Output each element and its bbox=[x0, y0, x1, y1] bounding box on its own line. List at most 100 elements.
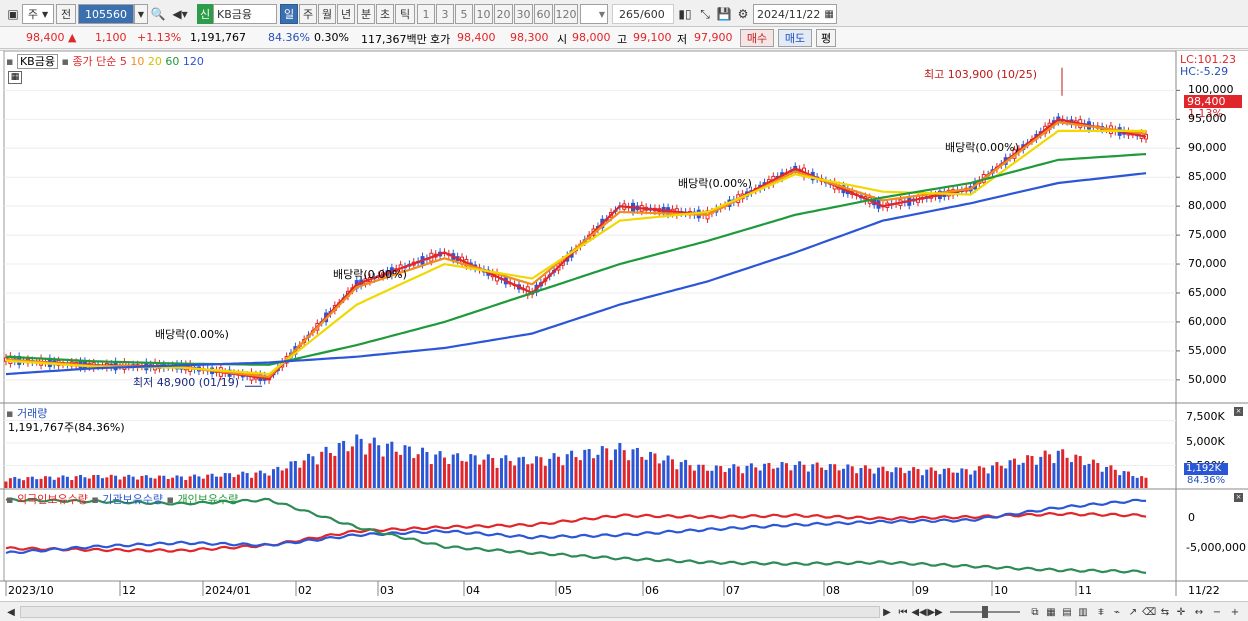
volume-bar bbox=[776, 467, 780, 488]
tool-icon[interactable]: ⌁ bbox=[1113, 606, 1121, 618]
prev-page-icon[interactable]: ◀◀ bbox=[911, 606, 927, 618]
volume-bar bbox=[491, 457, 495, 488]
volume-bar bbox=[254, 472, 258, 488]
bottom-scrollbar[interactable]: ◀ ▶ ⏮ ◀◀ ▶▶ ⧉ ▦ ▤ ▥ ⩨ ⌁ ↗ ⌫ ⇆ ✛ ↔ − + bbox=[0, 601, 1248, 621]
volume-bar bbox=[894, 467, 898, 488]
buy-button[interactable]: 매수 bbox=[740, 29, 774, 47]
speaker-icon[interactable]: ◀▾ bbox=[172, 7, 188, 21]
volume-bar bbox=[574, 457, 578, 488]
interval-5-button[interactable]: 5 bbox=[455, 4, 473, 24]
market-type-select[interactable]: 주 ▼ bbox=[22, 4, 54, 24]
interval-60-button[interactable]: 60 bbox=[534, 4, 553, 24]
period-month-button[interactable]: 월 bbox=[318, 4, 336, 24]
sync-icon[interactable]: ⇆ bbox=[1160, 606, 1170, 618]
volume-bar bbox=[258, 470, 262, 488]
volume-bar bbox=[35, 479, 39, 488]
count-field[interactable]: 265 /600 bbox=[612, 4, 674, 24]
volume-bar bbox=[65, 476, 69, 488]
volume-bar bbox=[714, 465, 718, 488]
close-icon[interactable]: × bbox=[1234, 407, 1243, 416]
zoom-slider-handle[interactable] bbox=[982, 606, 988, 618]
close-icon[interactable]: × bbox=[1234, 493, 1243, 502]
grid-icon[interactable]: ▦ bbox=[1046, 606, 1056, 618]
volume-bar bbox=[206, 474, 210, 488]
volume-bar bbox=[907, 470, 911, 488]
calculator-icon[interactable]: ▦ bbox=[8, 71, 22, 84]
interval-30-button[interactable]: 30 bbox=[514, 4, 533, 24]
eraser-icon[interactable]: ⌫ bbox=[1141, 606, 1157, 618]
volume-bar bbox=[469, 454, 473, 488]
volume-bar bbox=[1100, 471, 1104, 488]
interval-3-button[interactable]: 3 bbox=[436, 4, 454, 24]
period-week-button[interactable]: 주 bbox=[299, 4, 317, 24]
volume-value-label: 1,191,767주(84.36%) bbox=[8, 421, 125, 434]
volume-bar bbox=[166, 478, 170, 488]
volume-bar bbox=[17, 478, 21, 488]
volume-bar bbox=[1118, 475, 1122, 488]
volume-tick: 5,000K bbox=[1186, 435, 1225, 448]
period-day-button[interactable]: 일 bbox=[280, 4, 298, 24]
interval-20-button[interactable]: 20 bbox=[494, 4, 513, 24]
chart-area[interactable]: ▪ KB금융 ▪ 종가 단순 5 10 20 60 120 ▦ LC:101.2… bbox=[0, 50, 1248, 603]
layout-icon[interactable]: ⧉ bbox=[1031, 606, 1039, 618]
volume-bar bbox=[70, 480, 74, 488]
arrow-icon[interactable]: ↗ bbox=[1128, 606, 1138, 618]
volume-bar bbox=[4, 481, 8, 488]
volume-bar bbox=[710, 470, 714, 488]
interval-1-button[interactable]: 1 bbox=[417, 4, 435, 24]
period-minute-button[interactable]: 분 bbox=[357, 4, 375, 24]
settings-icon[interactable]: ⚙ bbox=[737, 7, 749, 21]
candle-icon[interactable]: ▮▯ bbox=[678, 7, 692, 21]
chart-svg[interactable] bbox=[0, 51, 1248, 602]
scroll-left-icon[interactable]: ◀ bbox=[7, 606, 15, 618]
filter-icon[interactable]: ⩨ bbox=[1098, 606, 1104, 618]
ma-line-120 bbox=[5, 172, 1147, 376]
crosshair-icon[interactable]: ✛ bbox=[1176, 606, 1186, 618]
next-page-icon[interactable]: ▶▶ bbox=[927, 606, 943, 618]
search-icon[interactable]: 🔍 bbox=[150, 7, 166, 21]
volume-bar bbox=[114, 475, 118, 488]
panel-icon[interactable]: ▥ bbox=[1078, 606, 1088, 618]
code-dropdown-icon[interactable]: ▼ bbox=[134, 4, 148, 24]
zoom-out-icon[interactable]: − bbox=[1212, 606, 1222, 618]
interval-10-button[interactable]: 10 bbox=[474, 4, 493, 24]
stock-code-input[interactable]: 105560 bbox=[78, 4, 134, 24]
volume-bar bbox=[613, 449, 617, 488]
price-change: 1,100 bbox=[95, 31, 127, 44]
rewind-icon[interactable]: ⏮ bbox=[898, 606, 908, 618]
legend-ma-120: 120 bbox=[182, 55, 204, 68]
volume-bar bbox=[885, 471, 889, 488]
prev-button[interactable]: 전 bbox=[56, 4, 76, 24]
interval-dropdown[interactable]: ▼ bbox=[580, 4, 608, 24]
volume-bar bbox=[881, 466, 885, 488]
volume-bar bbox=[350, 446, 354, 488]
line-chart-icon[interactable]: ⤡ bbox=[700, 6, 710, 21]
scroll-track[interactable] bbox=[20, 606, 880, 618]
x-axis-label: 07 bbox=[726, 584, 740, 597]
sell-button[interactable]: 매도 bbox=[778, 29, 812, 47]
zoom-in-icon[interactable]: + bbox=[1230, 606, 1240, 618]
window-icon[interactable]: ▣ bbox=[7, 7, 19, 21]
stock-name-field[interactable]: KB금융 bbox=[213, 4, 277, 24]
x-axis-label: 06 bbox=[645, 584, 659, 597]
volume-bar bbox=[982, 467, 986, 488]
volume-bar bbox=[285, 468, 289, 488]
period-tick-button[interactable]: 틱 bbox=[395, 4, 415, 24]
table-icon[interactable]: ▤ bbox=[1062, 606, 1072, 618]
scroll-right-icon[interactable]: ▶ bbox=[883, 606, 891, 618]
volume-bar bbox=[925, 469, 929, 488]
period-second-button[interactable]: 초 bbox=[376, 4, 394, 24]
volume-bar bbox=[171, 477, 175, 488]
save-icon[interactable]: 💾 bbox=[716, 7, 732, 21]
interval-120-button[interactable]: 120 bbox=[554, 4, 578, 24]
eval-button[interactable]: 평 bbox=[816, 29, 836, 47]
period-year-button[interactable]: 년 bbox=[337, 4, 355, 24]
dividend-annotation: 배당락(0.00%) bbox=[678, 177, 752, 190]
date-field[interactable]: 2024/11/22 ▦ bbox=[753, 4, 837, 24]
volume-bar bbox=[1091, 459, 1095, 488]
move-icon[interactable]: ↔ bbox=[1194, 606, 1204, 618]
volume-bar bbox=[947, 468, 951, 488]
volume-bar bbox=[767, 462, 771, 488]
volume-bar bbox=[337, 442, 341, 488]
volume-bar bbox=[429, 464, 433, 488]
